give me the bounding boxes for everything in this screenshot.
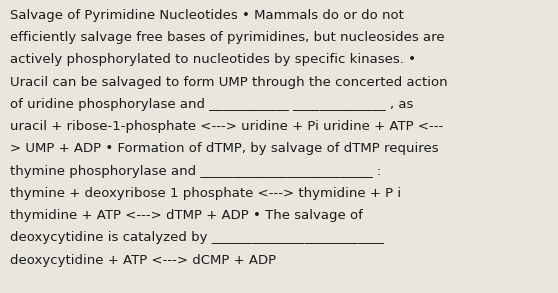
Text: efficiently salvage free bases of pyrimidines, but nucleosides are: efficiently salvage free bases of pyrimi…: [10, 31, 445, 44]
Text: > UMP + ADP • Formation of dTMP, by salvage of dTMP requires: > UMP + ADP • Formation of dTMP, by salv…: [10, 142, 439, 155]
Text: thymidine + ATP <---> dTMP + ADP • The salvage of: thymidine + ATP <---> dTMP + ADP • The s…: [10, 209, 363, 222]
Text: uracil + ribose-1-phosphate <---> uridine + Pi uridine + ATP <---: uracil + ribose-1-phosphate <---> uridin…: [10, 120, 443, 133]
Text: thymine + deoxyribose 1 phosphate <---> thymidine + P i: thymine + deoxyribose 1 phosphate <---> …: [10, 187, 401, 200]
Text: thymine phosphorylase and __________________________ :: thymine phosphorylase and ______________…: [10, 165, 381, 178]
Text: actively phosphorylated to nucleotides by specific kinases. •: actively phosphorylated to nucleotides b…: [10, 53, 416, 66]
Text: deoxycytidine is catalyzed by __________________________: deoxycytidine is catalyzed by __________…: [10, 231, 384, 244]
Text: Salvage of Pyrimidine Nucleotides • Mammals do or do not: Salvage of Pyrimidine Nucleotides • Mamm…: [10, 9, 404, 22]
Text: Uracil can be salvaged to form UMP through the concerted action: Uracil can be salvaged to form UMP throu…: [10, 76, 448, 88]
Text: deoxycytidine + ATP <---> dCMP + ADP: deoxycytidine + ATP <---> dCMP + ADP: [10, 254, 276, 267]
Text: of uridine phosphorylase and ____________ ______________ , as: of uridine phosphorylase and ___________…: [10, 98, 413, 111]
